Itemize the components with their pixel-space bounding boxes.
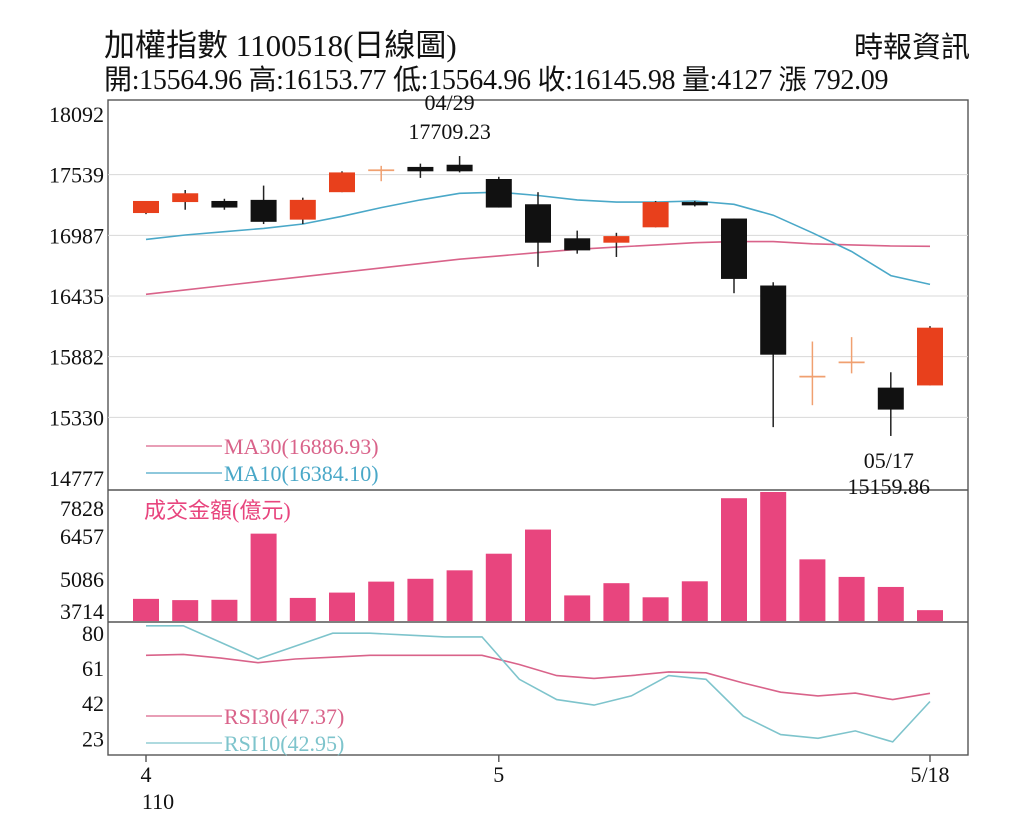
candle-body — [877, 387, 904, 410]
price-tick-label: 18092 — [49, 102, 104, 127]
volume-bar — [760, 492, 787, 621]
rsi-tick-label: 61 — [82, 656, 104, 681]
legend-label: MA10(16384.10) — [224, 461, 379, 486]
volume-bar — [564, 595, 591, 621]
candle-body — [642, 202, 669, 228]
chart-frame — [107, 99, 969, 756]
volume-tick-label: 7828 — [60, 496, 104, 521]
price-tick-label: 14777 — [49, 466, 104, 491]
candle-body — [446, 164, 473, 172]
price-panel: 18092 17539 16987 16435 15882 15330 14777 04/29… — [49, 90, 968, 499]
rsi-tick-label: 80 — [82, 621, 104, 646]
rsi-tick-label: 42 — [82, 691, 104, 716]
volume-bar — [799, 559, 826, 621]
plot-border — [107, 99, 969, 756]
volume-bar — [407, 578, 434, 621]
volume-bar — [289, 597, 316, 621]
ohlc-summary: 開:15564.96 高:16153.77 低:15564.96 收:16145… — [104, 65, 889, 96]
volume-bar — [603, 583, 630, 621]
volume-bar — [329, 592, 355, 621]
volume-tick-label: 5086 — [60, 567, 104, 592]
annotation-date: 04/29 — [425, 90, 475, 115]
candle-body — [289, 199, 316, 220]
x-tick-label: 4 — [141, 762, 152, 787]
candle-body — [525, 204, 551, 243]
volume-panel: 7828 6457 5086 3714 成交金額(億元) — [60, 492, 943, 624]
volume-bar — [525, 529, 551, 621]
volume-bar — [917, 610, 943, 621]
candle-body — [564, 238, 591, 251]
volume-bar — [485, 553, 512, 621]
candle-body — [603, 236, 630, 243]
volume-bar — [250, 533, 277, 621]
candle-body — [133, 200, 159, 214]
volume-bar — [446, 570, 473, 621]
volume-bar — [211, 599, 238, 621]
volume-title: 成交金額(億元) — [144, 498, 291, 523]
candle-body — [329, 172, 355, 193]
chart-title: 加權指數 1100518(日線圖) — [104, 28, 457, 63]
volume-bar — [838, 576, 865, 621]
rsi-tick-label: 23 — [82, 726, 104, 751]
x-tick-sublabel: 110 — [142, 789, 174, 814]
annotation-date: 05/17 — [864, 448, 914, 473]
candle-body — [917, 327, 943, 386]
volume-bar — [642, 597, 669, 621]
candle-body — [485, 179, 512, 208]
legend-label: MA30(16886.93) — [224, 434, 379, 459]
volume-tick-label: 6457 — [60, 524, 104, 549]
price-tick-label: 16987 — [49, 223, 104, 248]
candle-body — [211, 200, 238, 208]
price-tick-label: 16435 — [49, 284, 104, 309]
candle-body — [407, 166, 434, 172]
price-tick-label: 15882 — [49, 345, 104, 370]
candle-body — [250, 199, 277, 222]
candle-body — [172, 193, 199, 203]
candle-body — [681, 202, 708, 206]
x-tick-label: 5 — [493, 762, 504, 787]
legend-label: RSI10(42.95) — [224, 731, 344, 756]
source-label: 時報資訊 — [853, 32, 970, 64]
volume-tick-label: 3714 — [60, 599, 104, 624]
volume-bar — [172, 600, 199, 621]
volume-bar — [877, 586, 904, 621]
annotation-value: 15159.86 — [848, 474, 931, 499]
rsi-panel: 80 61 42 23 RSI30(47.37)RSI10(42.95) — [82, 621, 931, 756]
volume-bar — [368, 581, 395, 621]
candle-body — [760, 285, 787, 355]
volume-bar — [681, 581, 708, 621]
price-tick-label: 15330 — [49, 405, 104, 430]
price-tick-label: 17539 — [49, 163, 104, 188]
rsi30-line — [145, 653, 931, 701]
volume-bar — [721, 498, 747, 621]
annotation-value: 17709.23 — [408, 119, 491, 144]
candle-body — [721, 218, 747, 279]
x-tick-label: 5/18 — [910, 762, 949, 787]
volume-bar — [133, 598, 159, 621]
legend-label: RSI30(47.37) — [224, 704, 344, 729]
rsi10-line — [146, 624, 931, 743]
